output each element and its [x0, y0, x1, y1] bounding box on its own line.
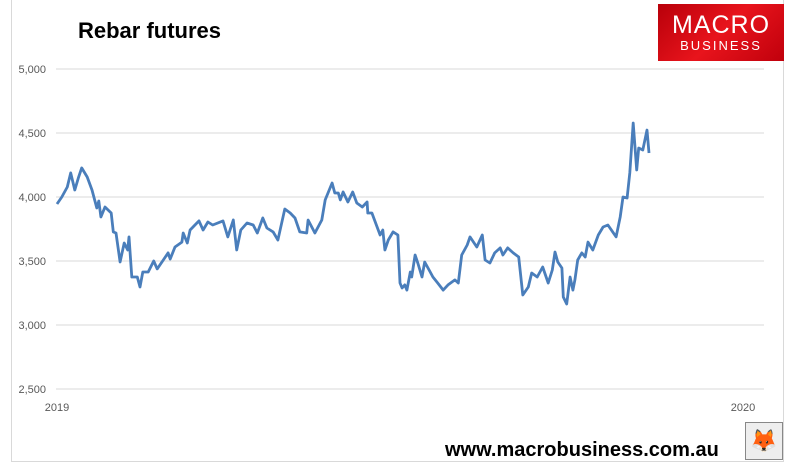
chart-frame [11, 0, 784, 462]
x-tick-label: 2019 [45, 402, 69, 414]
chart-title: Rebar futures [78, 18, 222, 43]
y-tick-label: 3,000 [18, 320, 46, 332]
website-url: www.macrobusiness.com.au [445, 439, 719, 461]
x-tick-label: 2020 [731, 402, 755, 414]
logo-line-2: BUSINESS [680, 38, 762, 53]
y-tick-label: 2,500 [18, 384, 46, 396]
fox-icon: 🦊 [745, 422, 783, 460]
y-tick-label: 5,000 [18, 64, 46, 76]
y-tick-label: 3,500 [18, 256, 46, 268]
y-tick-label: 4,500 [18, 128, 46, 140]
logo-line-1: MACRO [671, 11, 771, 39]
rebar-series-line [55, 121, 651, 306]
y-tick-label: 4,000 [18, 192, 46, 204]
macrobusiness-logo: MACRO BUSINESS [658, 4, 784, 61]
